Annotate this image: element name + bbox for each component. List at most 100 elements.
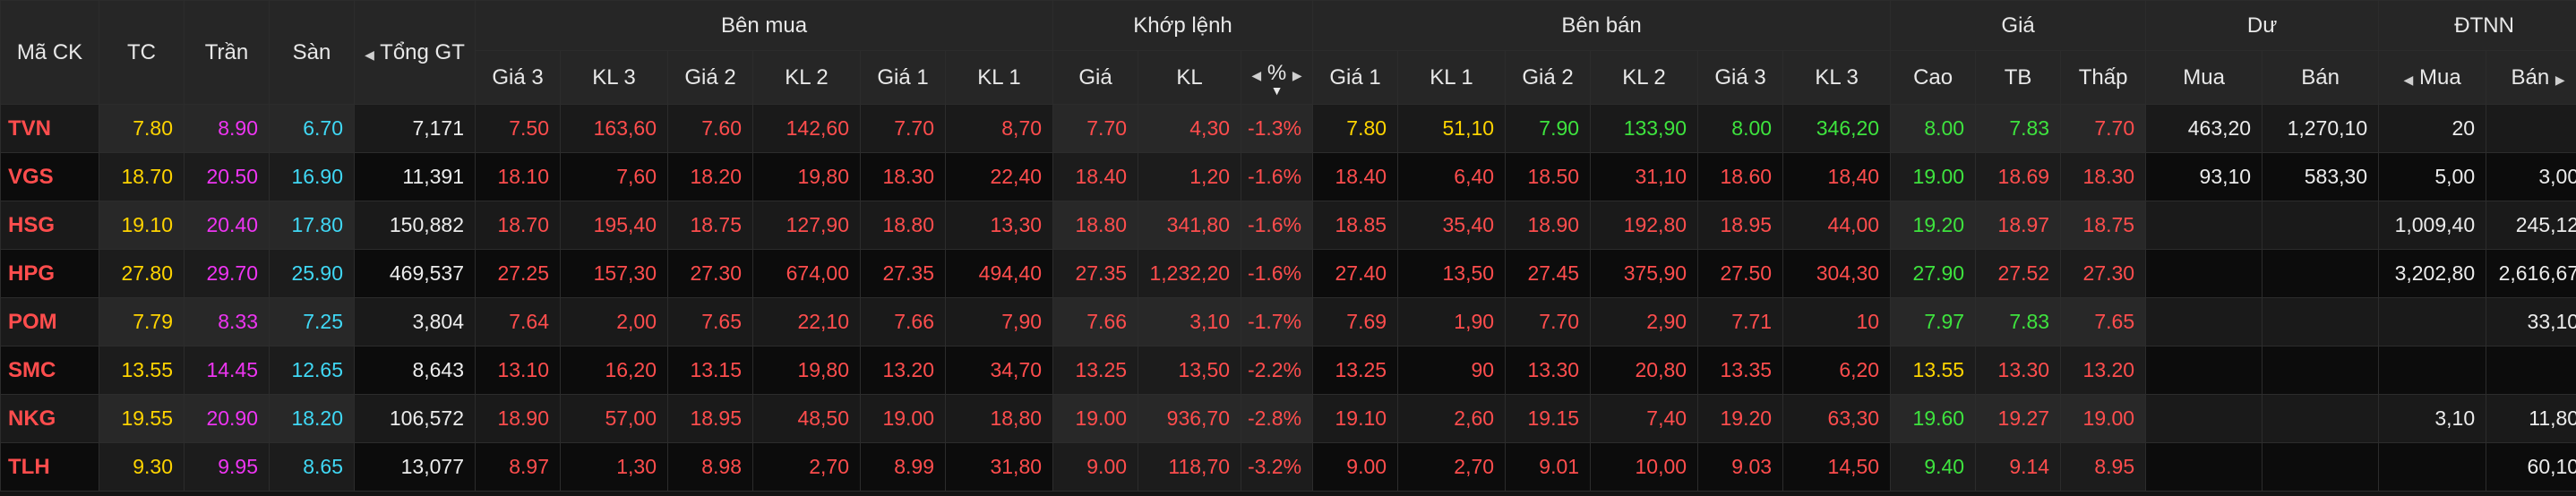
col-price-avg[interactable]: TB [1975,50,2062,105]
cell-symbol[interactable]: HPG [0,249,99,298]
group-matched-orders: Khớp lệnh [1052,0,1314,51]
cell-symbol[interactable]: SMC [0,346,99,395]
cell-buy-vol-2: 19,80 [752,152,861,201]
group-buy-side: Bên mua [474,0,1054,51]
cell-buy-vol-3: 57,00 [560,394,668,443]
cell-buy-price-3: 7.50 [475,104,561,153]
col-price-high[interactable]: Cao [1890,50,1977,105]
cell-match-vol: 1,232,20 [1138,249,1242,298]
col-foreign-sell[interactable]: Bán ▶ [2486,50,2576,105]
col-surplus-buy[interactable]: Mua [2145,50,2263,105]
cell-floor: 17.80 [269,201,355,250]
col-buy-price-2[interactable]: Giá 2 [667,50,753,105]
cell-buy-vol-1: 34,70 [944,346,1054,395]
cell-floor: 6.70 [269,104,355,153]
caret-right-icon[interactable]: ▶ [1292,67,1302,82]
cell-buy-price-1: 7.70 [860,104,946,153]
cell-buy-vol-1: 18,80 [944,394,1054,443]
cell-sell-price-2: 19.15 [1505,394,1592,443]
cell-low: 18.30 [2060,152,2147,201]
col-total-value[interactable]: ◀ Tổng GT [354,0,476,105]
col-ceiling[interactable]: Trần [184,0,270,105]
table-row[interactable]: NKG 19.55 20.90 18.20 106,572 18.90 57,00 18.95… [0,394,2576,443]
table-row[interactable]: SMC 13.55 14.45 12.65 8,643 13.10 16,20 13.15 19… [0,346,2576,395]
cell-symbol[interactable]: POM [0,297,99,346]
cell-match-vol: 936,70 [1138,394,1242,443]
col-sell-price-2[interactable]: Giá 2 [1505,50,1592,105]
cell-ceil: 29.70 [184,249,270,298]
cell-foreign-sell: 60,10 [2486,442,2576,492]
cell-match-change: -2.8% [1241,394,1314,443]
cell-sell-price-3: 13.35 [1697,346,1784,395]
cell-surplus-sell [2262,394,2380,443]
col-foreign-buy[interactable]: ◀ Mua [2378,50,2487,105]
col-sell-vol-2[interactable]: KL 2 [1590,50,1699,105]
caret-left-icon[interactable]: ◀ [1251,67,1262,82]
caret-right-icon[interactable]: ▶ [2555,72,2565,87]
col-buy-price-3[interactable]: Giá 3 [475,50,561,105]
cell-floor: 18.20 [269,394,355,443]
cell-sell-price-1: 7.80 [1312,104,1399,153]
cell-symbol[interactable]: VGS [0,152,99,201]
cell-symbol[interactable]: TVN [0,104,99,153]
cell-sell-vol-3: 346,20 [1782,104,1892,153]
cell-ref: 7.80 [99,104,185,153]
cell-sell-vol-3: 44,00 [1782,201,1892,250]
cell-symbol[interactable]: HSG [0,201,99,250]
table-row[interactable]: HSG 19.10 20.40 17.80 150,882 18.70 195,40 18.7… [0,201,2576,250]
sort-desc-icon[interactable]: ▼ [1270,82,1284,98]
col-buy-price-1[interactable]: Giá 1 [860,50,946,105]
cell-sell-vol-3: 304,30 [1782,249,1892,298]
col-buy-vol-1[interactable]: KL 1 [944,50,1054,105]
cell-buy-price-3: 27.25 [475,249,561,298]
cell-foreign-sell: 245,12 [2486,201,2576,250]
cell-match-change: -1.6% [1241,201,1314,250]
cell-buy-price-2: 18.95 [667,394,753,443]
table-row[interactable]: VGS 18.70 20.50 16.90 11,391 18.10 7,60 18.20 19… [0,152,2576,201]
cell-sell-vol-1: 13,50 [1397,249,1507,298]
cell-symbol[interactable]: NKG [0,394,99,443]
col-sell-price-3[interactable]: Giá 3 [1697,50,1784,105]
table-row[interactable]: TVN 7.80 8.90 6.70 7,171 7.50 163,60 7.60 142,60… [0,104,2576,153]
col-buy-vol-3[interactable]: KL 3 [560,50,668,105]
col-sell-vol-3[interactable]: KL 3 [1782,50,1892,105]
table-row[interactable]: HPG 27.80 29.70 25.90 469,537 27.25 157,30 27.3… [0,249,2576,298]
col-surplus-sell[interactable]: Bán [2262,50,2380,105]
cell-foreign-buy: 5,00 [2378,152,2487,201]
col-buy-vol-2[interactable]: KL 2 [752,50,861,105]
cell-ceil: 20.40 [184,201,270,250]
col-match-vol[interactable]: KL [1138,50,1242,105]
caret-left-icon[interactable]: ◀ [365,47,374,62]
col-symbol[interactable]: Mã CK [0,0,99,105]
cell-match-price: 13.25 [1052,346,1139,395]
cell-symbol[interactable]: TLH [0,442,99,492]
col-price-low[interactable]: Thấp [2060,50,2147,105]
col-total-value-label: Tổng GT [380,39,465,64]
cell-match-change: -1.6% [1241,152,1314,201]
table-row[interactable]: POM 7.79 8.33 7.25 3,804 7.64 2,00 7.65 22,10 7.6… [0,297,2576,346]
cell-sell-vol-1: 2,70 [1397,442,1507,492]
cell-match-change: -2.2% [1241,346,1314,395]
cell-foreign-sell: 2,616,67 [2486,249,2576,298]
cell-high: 19.00 [1890,152,1977,201]
cell-floor: 25.90 [269,249,355,298]
col-floor[interactable]: Sàn [269,0,355,105]
cell-buy-price-2: 8.98 [667,442,753,492]
cell-match-price: 7.70 [1052,104,1139,153]
caret-left-icon[interactable]: ◀ [2403,72,2414,87]
table-row[interactable]: TLH 9.30 9.95 8.65 13,077 8.97 1,30 8.98 2,70 8.9… [0,442,2576,492]
cell-floor: 12.65 [269,346,355,395]
cell-ceil: 20.90 [184,394,270,443]
cell-sell-vol-3: 63,30 [1782,394,1892,443]
cell-match-change: -1.3% [1241,104,1314,153]
col-sell-vol-1[interactable]: KL 1 [1397,50,1507,105]
col-match-price[interactable]: Giá [1052,50,1139,105]
col-reference[interactable]: TC [99,0,185,105]
col-match-change[interactable]: ◀ % ▶ ▼ [1241,50,1314,105]
cell-buy-price-2: 18.20 [667,152,753,201]
cell-buy-price-3: 18.90 [475,394,561,443]
col-sell-price-1[interactable]: Giá 1 [1312,50,1399,105]
cell-buy-price-3: 8.97 [475,442,561,492]
cell-foreign-buy [2378,442,2487,492]
